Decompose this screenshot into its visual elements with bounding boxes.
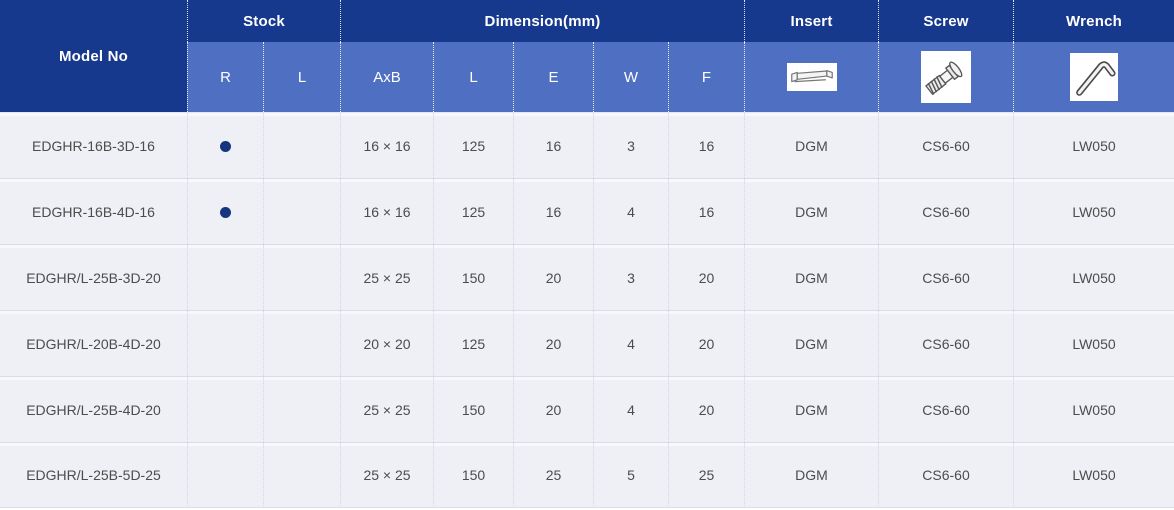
f-cell: 20 <box>668 310 745 376</box>
header-wrench: Wrench <box>1013 0 1174 42</box>
screw-icon <box>921 51 972 103</box>
subheader-insert-image <box>744 42 879 112</box>
screw-cell: CS6-60 <box>878 244 1014 310</box>
insert-cell: DGM <box>744 442 879 508</box>
wrench-cell: LW050 <box>1013 244 1174 310</box>
insert-icon <box>786 63 837 91</box>
subheader-axb: AxB <box>340 42 434 112</box>
e-cell: 16 <box>513 112 594 178</box>
stock-l-cell <box>263 442 341 508</box>
table-row: EDGHR-16B-3D-16 16 × 16 125 16 3 16 DGM … <box>0 112 1174 178</box>
model-no-cell: EDGHR/L-25B-5D-25 <box>0 442 187 508</box>
table-row: EDGHR/L-25B-3D-20 25 × 25 150 20 3 20 DG… <box>0 244 1174 310</box>
insert-cell: DGM <box>744 112 879 178</box>
f-cell: 25 <box>668 442 745 508</box>
table-row: EDGHR/L-25B-5D-25 25 × 25 150 25 5 25 DG… <box>0 442 1174 508</box>
e-cell: 20 <box>513 376 594 442</box>
table-header: Model No Stock Dimension(mm) Insert Scre… <box>0 0 1174 112</box>
axb-cell: 16 × 16 <box>340 178 434 244</box>
e-cell: 20 <box>513 244 594 310</box>
header-dimension: Dimension(mm) <box>340 0 745 42</box>
l-cell: 125 <box>433 310 514 376</box>
screw-cell: CS6-60 <box>878 376 1014 442</box>
stock-l-cell <box>263 178 341 244</box>
f-cell: 16 <box>668 112 745 178</box>
table-row: EDGHR/L-20B-4D-20 20 × 20 125 20 4 20 DG… <box>0 310 1174 376</box>
table-body: EDGHR-16B-3D-16 16 × 16 125 16 3 16 DGM … <box>0 112 1174 508</box>
table-row: EDGHR-16B-4D-16 16 × 16 125 16 4 16 DGM … <box>0 178 1174 244</box>
stock-l-cell <box>263 310 341 376</box>
wrench-cell: LW050 <box>1013 112 1174 178</box>
w-cell: 3 <box>593 112 669 178</box>
e-cell: 25 <box>513 442 594 508</box>
header-stock: Stock <box>187 0 341 42</box>
l-cell: 150 <box>433 376 514 442</box>
e-cell: 20 <box>513 310 594 376</box>
header-screw: Screw <box>878 0 1014 42</box>
stock-l-cell <box>263 376 341 442</box>
f-cell: 20 <box>668 244 745 310</box>
l-cell: 125 <box>433 178 514 244</box>
axb-cell: 25 × 25 <box>340 442 434 508</box>
subheader-wrench-image <box>1013 42 1174 112</box>
w-cell: 4 <box>593 178 669 244</box>
wrench-cell: LW050 <box>1013 310 1174 376</box>
subheader-screw-image <box>878 42 1014 112</box>
insert-cell: DGM <box>744 244 879 310</box>
wrench-cell: LW050 <box>1013 178 1174 244</box>
axb-cell: 25 × 25 <box>340 244 434 310</box>
subheader-w: W <box>593 42 669 112</box>
stock-r-cell <box>187 244 263 310</box>
stock-r-cell <box>187 112 263 178</box>
stock-r-cell <box>187 310 263 376</box>
screw-cell: CS6-60 <box>878 442 1014 508</box>
f-cell: 20 <box>668 376 745 442</box>
screw-cell: CS6-60 <box>878 178 1014 244</box>
l-cell: 150 <box>433 442 514 508</box>
e-cell: 16 <box>513 178 594 244</box>
l-cell: 125 <box>433 112 514 178</box>
screw-cell: CS6-60 <box>878 310 1014 376</box>
insert-cell: DGM <box>744 310 879 376</box>
axb-cell: 25 × 25 <box>340 376 434 442</box>
header-sub-row: R L AxB L E W F <box>0 42 1174 112</box>
insert-cell: DGM <box>744 376 879 442</box>
screw-cell: CS6-60 <box>878 112 1014 178</box>
axb-cell: 20 × 20 <box>340 310 434 376</box>
model-no-cell: EDGHR/L-25B-3D-20 <box>0 244 187 310</box>
stock-r-cell <box>187 376 263 442</box>
stock-r-cell <box>187 442 263 508</box>
stock-r-cell <box>187 178 263 244</box>
subheader-e: E <box>513 42 594 112</box>
header-group-row: Model No Stock Dimension(mm) Insert Scre… <box>0 0 1174 112</box>
subheader-stock-r: R <box>187 42 263 112</box>
insert-cell: DGM <box>744 178 879 244</box>
model-no-cell: EDGHR/L-25B-4D-20 <box>0 376 187 442</box>
model-no-cell: EDGHR/L-20B-4D-20 <box>0 310 187 376</box>
w-cell: 3 <box>593 244 669 310</box>
w-cell: 4 <box>593 376 669 442</box>
model-no-cell: EDGHR-16B-3D-16 <box>0 112 187 178</box>
stock-dot <box>220 207 231 219</box>
stock-l-cell <box>263 112 341 178</box>
subheader-f: F <box>668 42 745 112</box>
stock-dot <box>220 141 231 153</box>
model-no-cell: EDGHR-16B-4D-16 <box>0 178 187 244</box>
l-cell: 150 <box>433 244 514 310</box>
wrench-cell: LW050 <box>1013 376 1174 442</box>
header-insert: Insert <box>744 0 879 42</box>
f-cell: 16 <box>668 178 745 244</box>
subheader-stock-l: L <box>263 42 341 112</box>
wrench-icon <box>1070 53 1119 101</box>
stock-l-cell <box>263 244 341 310</box>
table-row: EDGHR/L-25B-4D-20 25 × 25 150 20 4 20 DG… <box>0 376 1174 442</box>
header-model-no: Model No <box>0 0 187 112</box>
w-cell: 4 <box>593 310 669 376</box>
wrench-cell: LW050 <box>1013 442 1174 508</box>
w-cell: 5 <box>593 442 669 508</box>
subheader-l: L <box>433 42 514 112</box>
axb-cell: 16 × 16 <box>340 112 434 178</box>
